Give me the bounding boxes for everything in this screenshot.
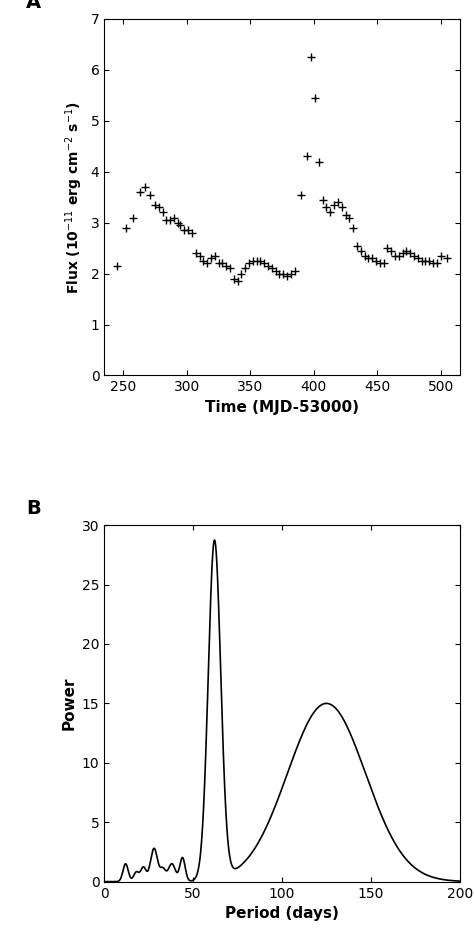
Point — [222, 259, 230, 274]
Point — [207, 250, 215, 265]
Point — [311, 90, 319, 105]
Point — [122, 220, 130, 235]
Point — [422, 253, 429, 268]
Point — [365, 250, 372, 265]
Point — [426, 253, 433, 268]
Point — [395, 248, 402, 264]
Point — [380, 256, 387, 271]
Point — [249, 253, 256, 268]
Point — [410, 248, 418, 264]
Point — [146, 187, 154, 202]
X-axis label: Time (MJD-53000): Time (MJD-53000) — [205, 400, 359, 415]
Point — [433, 256, 441, 271]
Point — [230, 271, 237, 286]
Point — [174, 215, 182, 230]
Y-axis label: Flux (10$^{-11}$ erg cm$^{-2}$ s$^{-1}$): Flux (10$^{-11}$ erg cm$^{-2}$ s$^{-1}$) — [64, 100, 85, 294]
Point — [245, 256, 253, 271]
Point — [151, 197, 159, 212]
Point — [155, 200, 163, 215]
Point — [241, 261, 249, 276]
Point — [346, 210, 353, 226]
Point — [338, 200, 346, 215]
Point — [297, 187, 305, 202]
Point — [342, 208, 349, 223]
Text: B: B — [26, 499, 41, 518]
Point — [291, 264, 299, 279]
Point — [219, 256, 226, 271]
Point — [387, 243, 395, 258]
Point — [226, 261, 234, 276]
Point — [130, 210, 137, 226]
Point — [429, 256, 437, 271]
Point — [211, 248, 219, 264]
Y-axis label: Power: Power — [61, 677, 76, 730]
Point — [357, 243, 365, 258]
Point — [402, 243, 410, 258]
Point — [166, 212, 174, 228]
Point — [163, 212, 170, 228]
Point — [203, 256, 211, 271]
Point — [399, 246, 406, 261]
Point — [283, 268, 291, 283]
Point — [361, 248, 368, 264]
Text: A: A — [26, 0, 41, 11]
Point — [323, 200, 330, 215]
Point — [418, 253, 426, 268]
Point — [280, 266, 287, 282]
Point — [113, 259, 121, 274]
Point — [181, 223, 188, 238]
Point — [188, 226, 196, 241]
Point — [437, 248, 445, 264]
Point — [407, 246, 414, 261]
Point — [159, 205, 166, 220]
Point — [304, 149, 311, 164]
Point — [334, 194, 342, 210]
Point — [268, 261, 276, 276]
Point — [368, 250, 376, 265]
Point — [200, 253, 207, 268]
Point — [136, 185, 144, 200]
Point — [391, 248, 399, 264]
Point — [272, 264, 280, 279]
Point — [276, 266, 283, 282]
Point — [383, 241, 391, 256]
Point — [376, 256, 383, 271]
Point — [349, 220, 357, 235]
Point — [330, 197, 338, 212]
Point — [177, 218, 184, 233]
Point — [237, 266, 245, 282]
Point — [319, 192, 327, 208]
Point — [264, 259, 272, 274]
Point — [261, 256, 268, 271]
Point — [308, 49, 315, 64]
Point — [215, 256, 222, 271]
Point — [184, 223, 192, 238]
Point — [234, 274, 241, 289]
Point — [414, 250, 422, 265]
Point — [327, 205, 334, 220]
Point — [372, 253, 380, 268]
X-axis label: Period (days): Period (days) — [225, 906, 339, 921]
Point — [170, 210, 178, 226]
Point — [443, 250, 451, 265]
Point — [353, 238, 361, 253]
Point — [287, 266, 295, 282]
Point — [315, 154, 323, 169]
Point — [192, 246, 200, 261]
Point — [253, 253, 260, 268]
Point — [196, 248, 203, 264]
Point — [141, 179, 149, 194]
Point — [256, 253, 264, 268]
